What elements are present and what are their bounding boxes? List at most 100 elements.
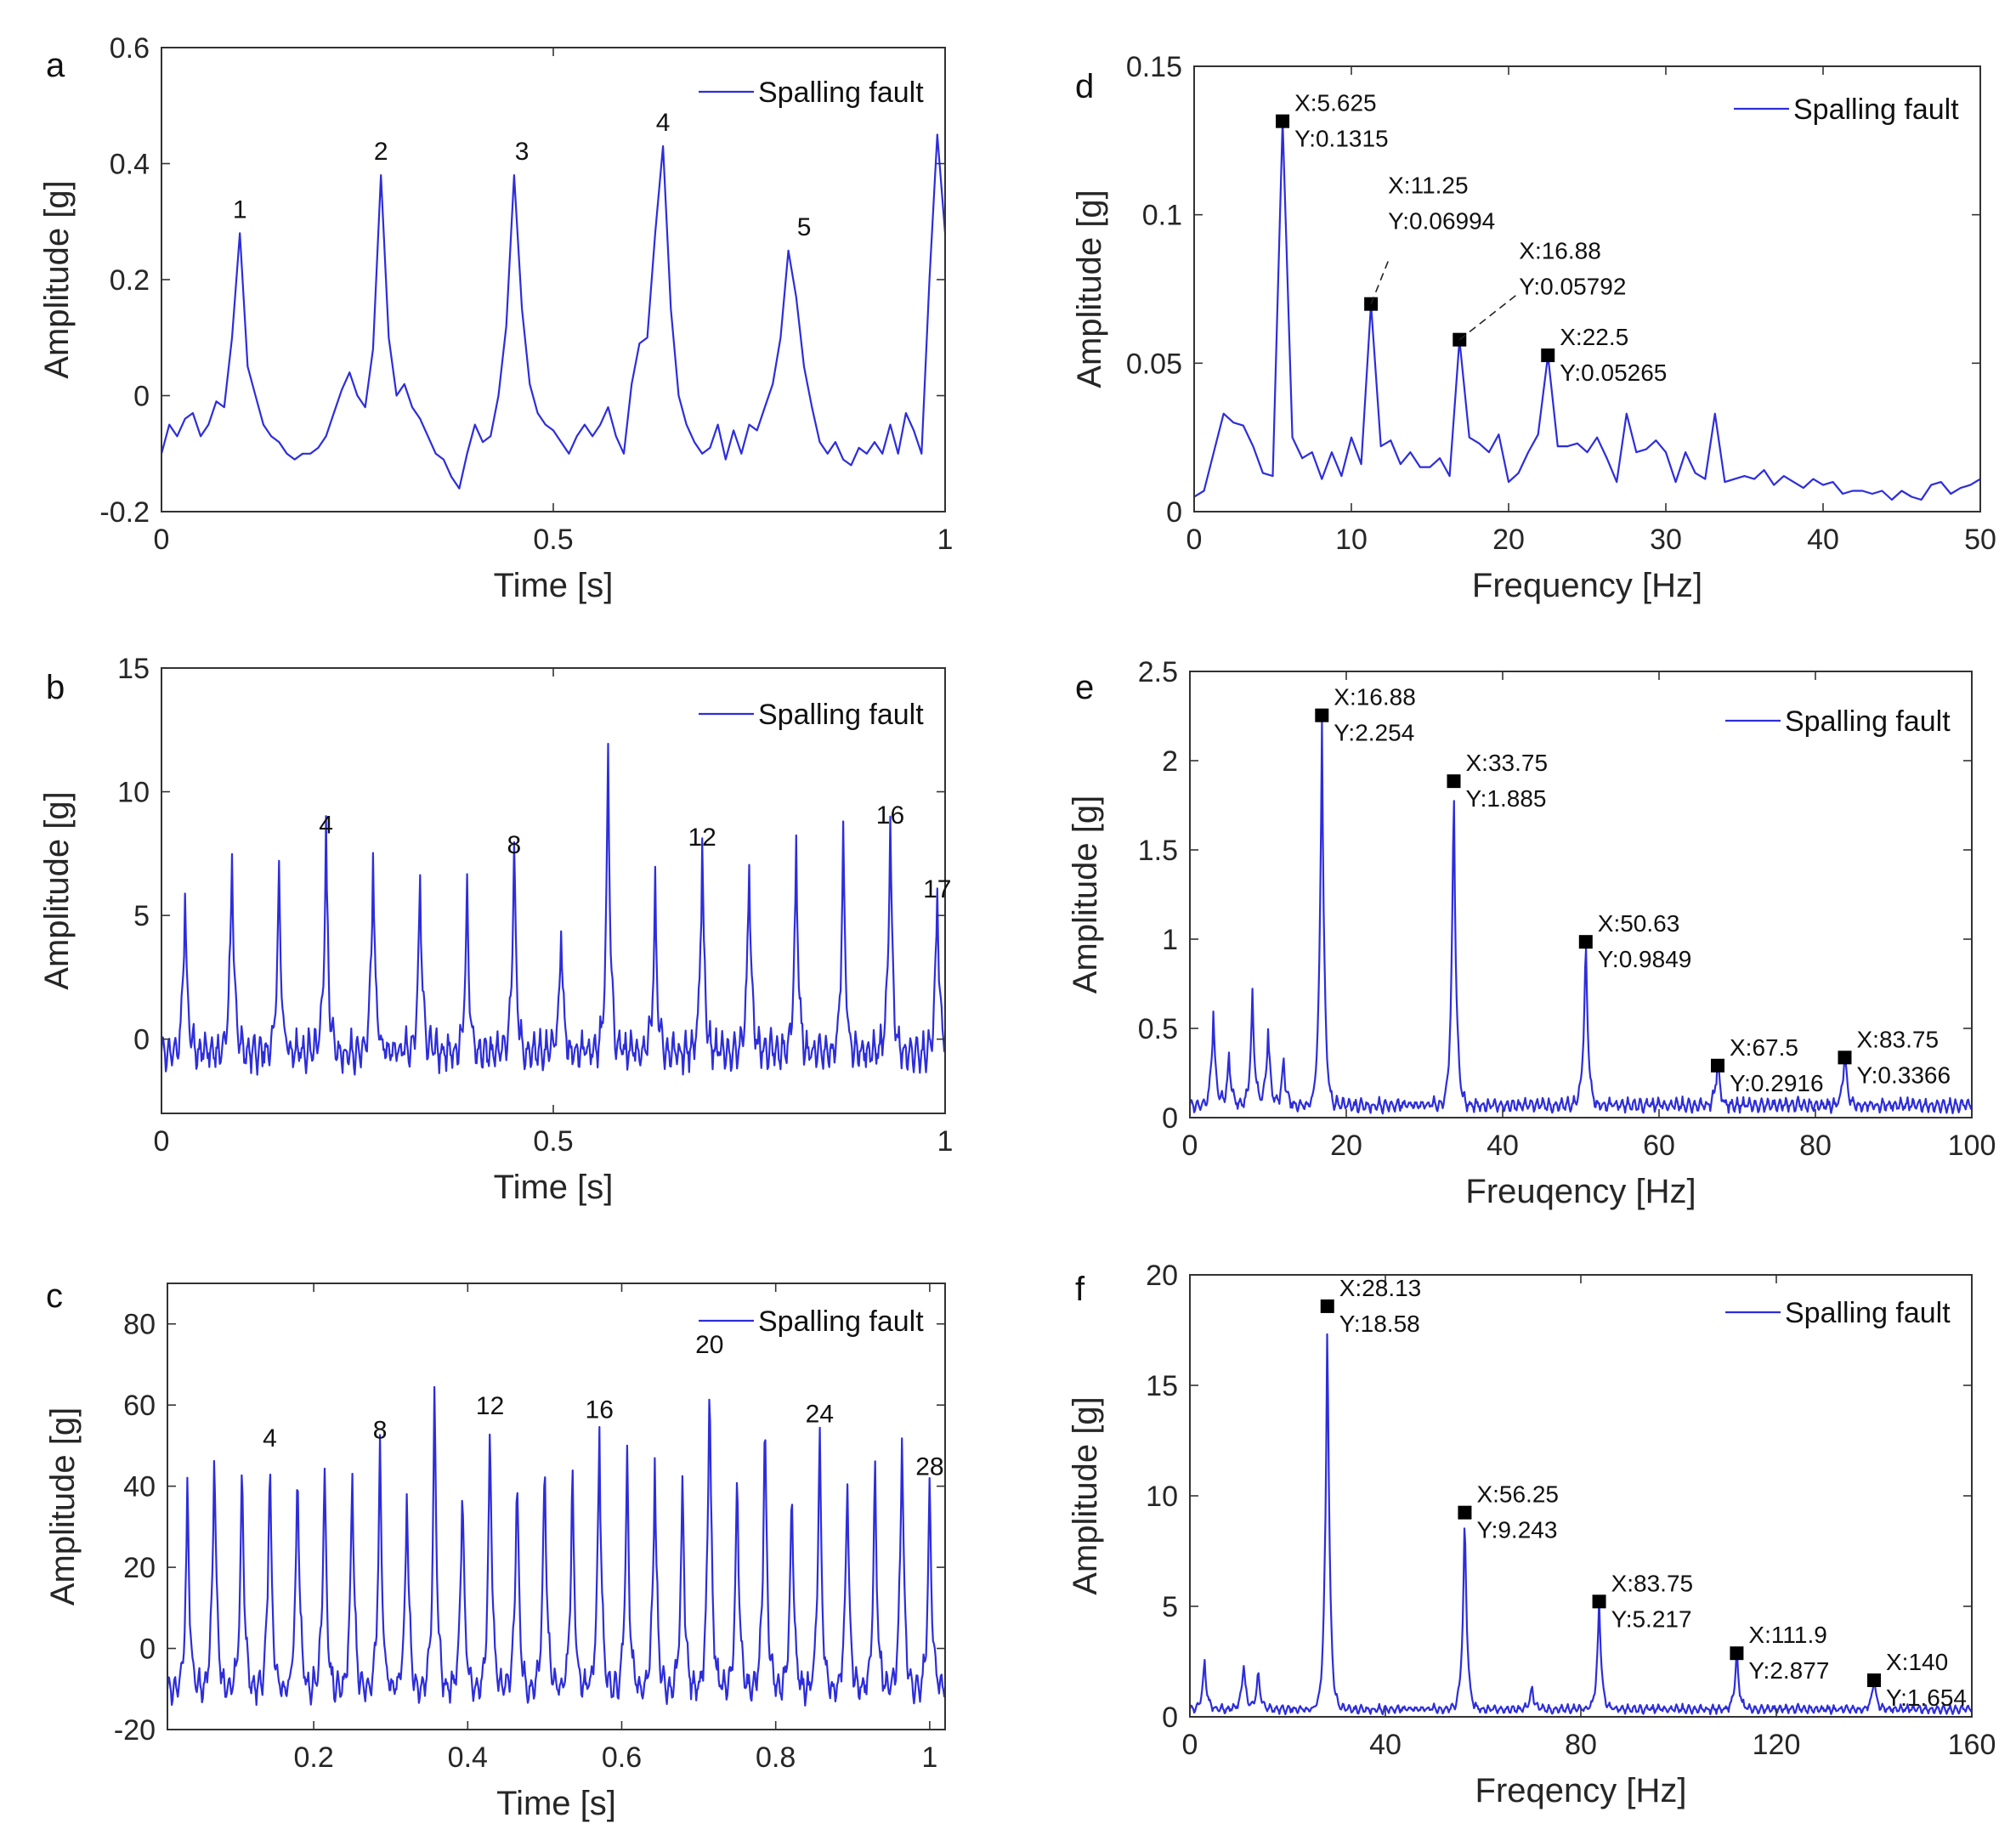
peak-label: 4 bbox=[656, 109, 671, 137]
datatip-marker[interactable] bbox=[1838, 1050, 1852, 1065]
x-tick-label: 80 bbox=[1799, 1130, 1832, 1162]
datatip-x: X:83.75 bbox=[1611, 1570, 1694, 1596]
x-tick-label: 30 bbox=[1650, 524, 1682, 556]
x-axis-label: Time [s] bbox=[494, 1169, 614, 1206]
datatip-y: Y:0.9849 bbox=[1598, 946, 1692, 972]
y-axis-label: Amplitude [g] bbox=[44, 1407, 82, 1605]
chart-panel-e: 0 20 40 60 80 100 0 0.5 1 1.5 2 2.5 Freuqency [Hz] Am… bbox=[1067, 656, 1996, 1210]
legend-label: Spalling fault bbox=[758, 76, 924, 109]
datatip-leader bbox=[1458, 292, 1520, 341]
y-tick-label: 1 bbox=[1162, 924, 1178, 956]
y-tick-label: 5 bbox=[133, 900, 150, 932]
y-axis-label: Amplitude [g] bbox=[1071, 190, 1108, 388]
x-axis-label: Freqency [Hz] bbox=[1475, 1772, 1687, 1809]
x-tick-label: 0.5 bbox=[533, 1125, 573, 1158]
peak-label: 8 bbox=[507, 831, 522, 859]
y-tick-label: 5 bbox=[1162, 1591, 1178, 1623]
series-line-spalling-fault bbox=[161, 133, 945, 490]
datatip-y: Y:18.58 bbox=[1339, 1311, 1420, 1337]
datatip-marker[interactable] bbox=[1276, 114, 1290, 128]
y-tick-label: 0 bbox=[1166, 496, 1182, 529]
datatip-marker[interactable] bbox=[1541, 348, 1555, 363]
datatip-y: Y:9.243 bbox=[1476, 1517, 1557, 1543]
axes-box bbox=[1193, 65, 1981, 512]
datatip-marker[interactable] bbox=[1578, 935, 1593, 949]
peak-label: 17 bbox=[923, 875, 951, 903]
legend-label: Spalling fault bbox=[1793, 93, 1959, 126]
x-tick-label: 0 bbox=[154, 1125, 170, 1158]
series-line-spalling-fault bbox=[161, 743, 945, 1076]
peak-label: 16 bbox=[586, 1396, 614, 1424]
datatip-y: Y:1.654 bbox=[1886, 1685, 1967, 1711]
datatip-marker[interactable] bbox=[1730, 1646, 1744, 1661]
y-tick-label: 1.5 bbox=[1138, 835, 1178, 867]
x-tick-label: 40 bbox=[1487, 1130, 1519, 1162]
axes-box bbox=[1189, 1274, 1973, 1718]
y-tick-label: 0.5 bbox=[1138, 1013, 1178, 1045]
x-tick-label: 1 bbox=[937, 1125, 954, 1158]
x-axis-label: Freuqency [Hz] bbox=[1465, 1173, 1696, 1210]
datatip-y: Y:2.877 bbox=[1748, 1657, 1829, 1684]
datatip-y: Y:0.06994 bbox=[1388, 208, 1495, 235]
y-tick-label: -0.2 bbox=[99, 496, 150, 529]
datatip-x: X:16.88 bbox=[1334, 684, 1416, 711]
y-tick-label: 15 bbox=[1146, 1370, 1178, 1402]
series-line-spalling-fault bbox=[1194, 120, 1980, 501]
datatip-y: Y:0.1315 bbox=[1294, 126, 1389, 152]
y-tick-label: 0 bbox=[139, 1634, 156, 1666]
datatip-x: X:56.25 bbox=[1476, 1481, 1559, 1508]
peak-label: 3 bbox=[515, 138, 529, 166]
panel-letter: d bbox=[1075, 68, 1094, 105]
x-tick-label: 0 bbox=[1182, 1130, 1198, 1162]
legend: Spalling fault bbox=[699, 699, 924, 731]
y-tick-label: 0.6 bbox=[110, 32, 150, 65]
x-axis-label: Time [s] bbox=[496, 1785, 616, 1822]
datatip-marker[interactable] bbox=[1592, 1594, 1606, 1609]
x-tick-label: 50 bbox=[1964, 524, 1996, 556]
datatip-marker[interactable] bbox=[1447, 774, 1461, 789]
x-tick-label: 0.4 bbox=[448, 1741, 488, 1774]
x-tick-label: 0.2 bbox=[293, 1741, 333, 1774]
y-tick-label: 10 bbox=[1146, 1481, 1178, 1513]
x-tick-label: 0 bbox=[1186, 524, 1203, 556]
y-axis-label: Amplitude [g] bbox=[1067, 1396, 1104, 1594]
datatip-y: Y:0.05265 bbox=[1560, 360, 1667, 386]
x-axis-label: Time [s] bbox=[494, 567, 614, 604]
panel-letter: c bbox=[46, 1277, 63, 1315]
legend-label: Spalling fault bbox=[1785, 705, 1951, 738]
datatip-marker[interactable] bbox=[1315, 708, 1329, 722]
legend: Spalling fault bbox=[1725, 705, 1951, 738]
datatip-y: Y:0.05792 bbox=[1519, 274, 1626, 300]
y-tick-label: -20 bbox=[114, 1714, 156, 1747]
datatip-x: X:22.5 bbox=[1560, 324, 1628, 350]
x-tick-label: 10 bbox=[1335, 524, 1368, 556]
legend-label: Spalling fault bbox=[758, 1305, 924, 1338]
peak-label: 1 bbox=[233, 195, 247, 224]
legend-label: Spalling fault bbox=[1785, 1297, 1951, 1329]
datatip-leader bbox=[1370, 257, 1390, 304]
datatip-marker[interactable] bbox=[1458, 1505, 1472, 1520]
datatip-x: X:111.9 bbox=[1748, 1622, 1826, 1648]
y-tick-label: 0.2 bbox=[110, 264, 150, 297]
x-tick-label: 100 bbox=[1948, 1130, 1996, 1162]
datatip-x: X:16.88 bbox=[1519, 238, 1601, 264]
peak-label: 12 bbox=[476, 1392, 504, 1420]
x-tick-label: 0.8 bbox=[756, 1741, 796, 1774]
series-line-spalling-fault bbox=[1190, 1333, 1972, 1716]
datatip-x: X:67.5 bbox=[1730, 1034, 1798, 1061]
x-tick-label: 1 bbox=[937, 524, 954, 556]
datatip-marker[interactable] bbox=[1320, 1299, 1334, 1313]
datatip-x: X:11.25 bbox=[1388, 173, 1468, 199]
chart-panel-d: 0 10 20 30 40 50 0 0.05 0.1 0.15 Frequency [Hz] Amp… bbox=[1071, 51, 1996, 604]
datatip-marker[interactable] bbox=[1867, 1673, 1881, 1687]
datatip-x: X:28.13 bbox=[1339, 1275, 1422, 1301]
x-axis-label: Frequency [Hz] bbox=[1472, 567, 1702, 604]
peak-label: 12 bbox=[688, 824, 716, 852]
x-tick-label: 40 bbox=[1369, 1729, 1402, 1761]
legend-label: Spalling fault bbox=[758, 699, 924, 731]
datatip-y: Y:5.217 bbox=[1611, 1605, 1692, 1632]
y-tick-label: 10 bbox=[117, 777, 150, 809]
datatip-marker[interactable] bbox=[1711, 1058, 1724, 1073]
